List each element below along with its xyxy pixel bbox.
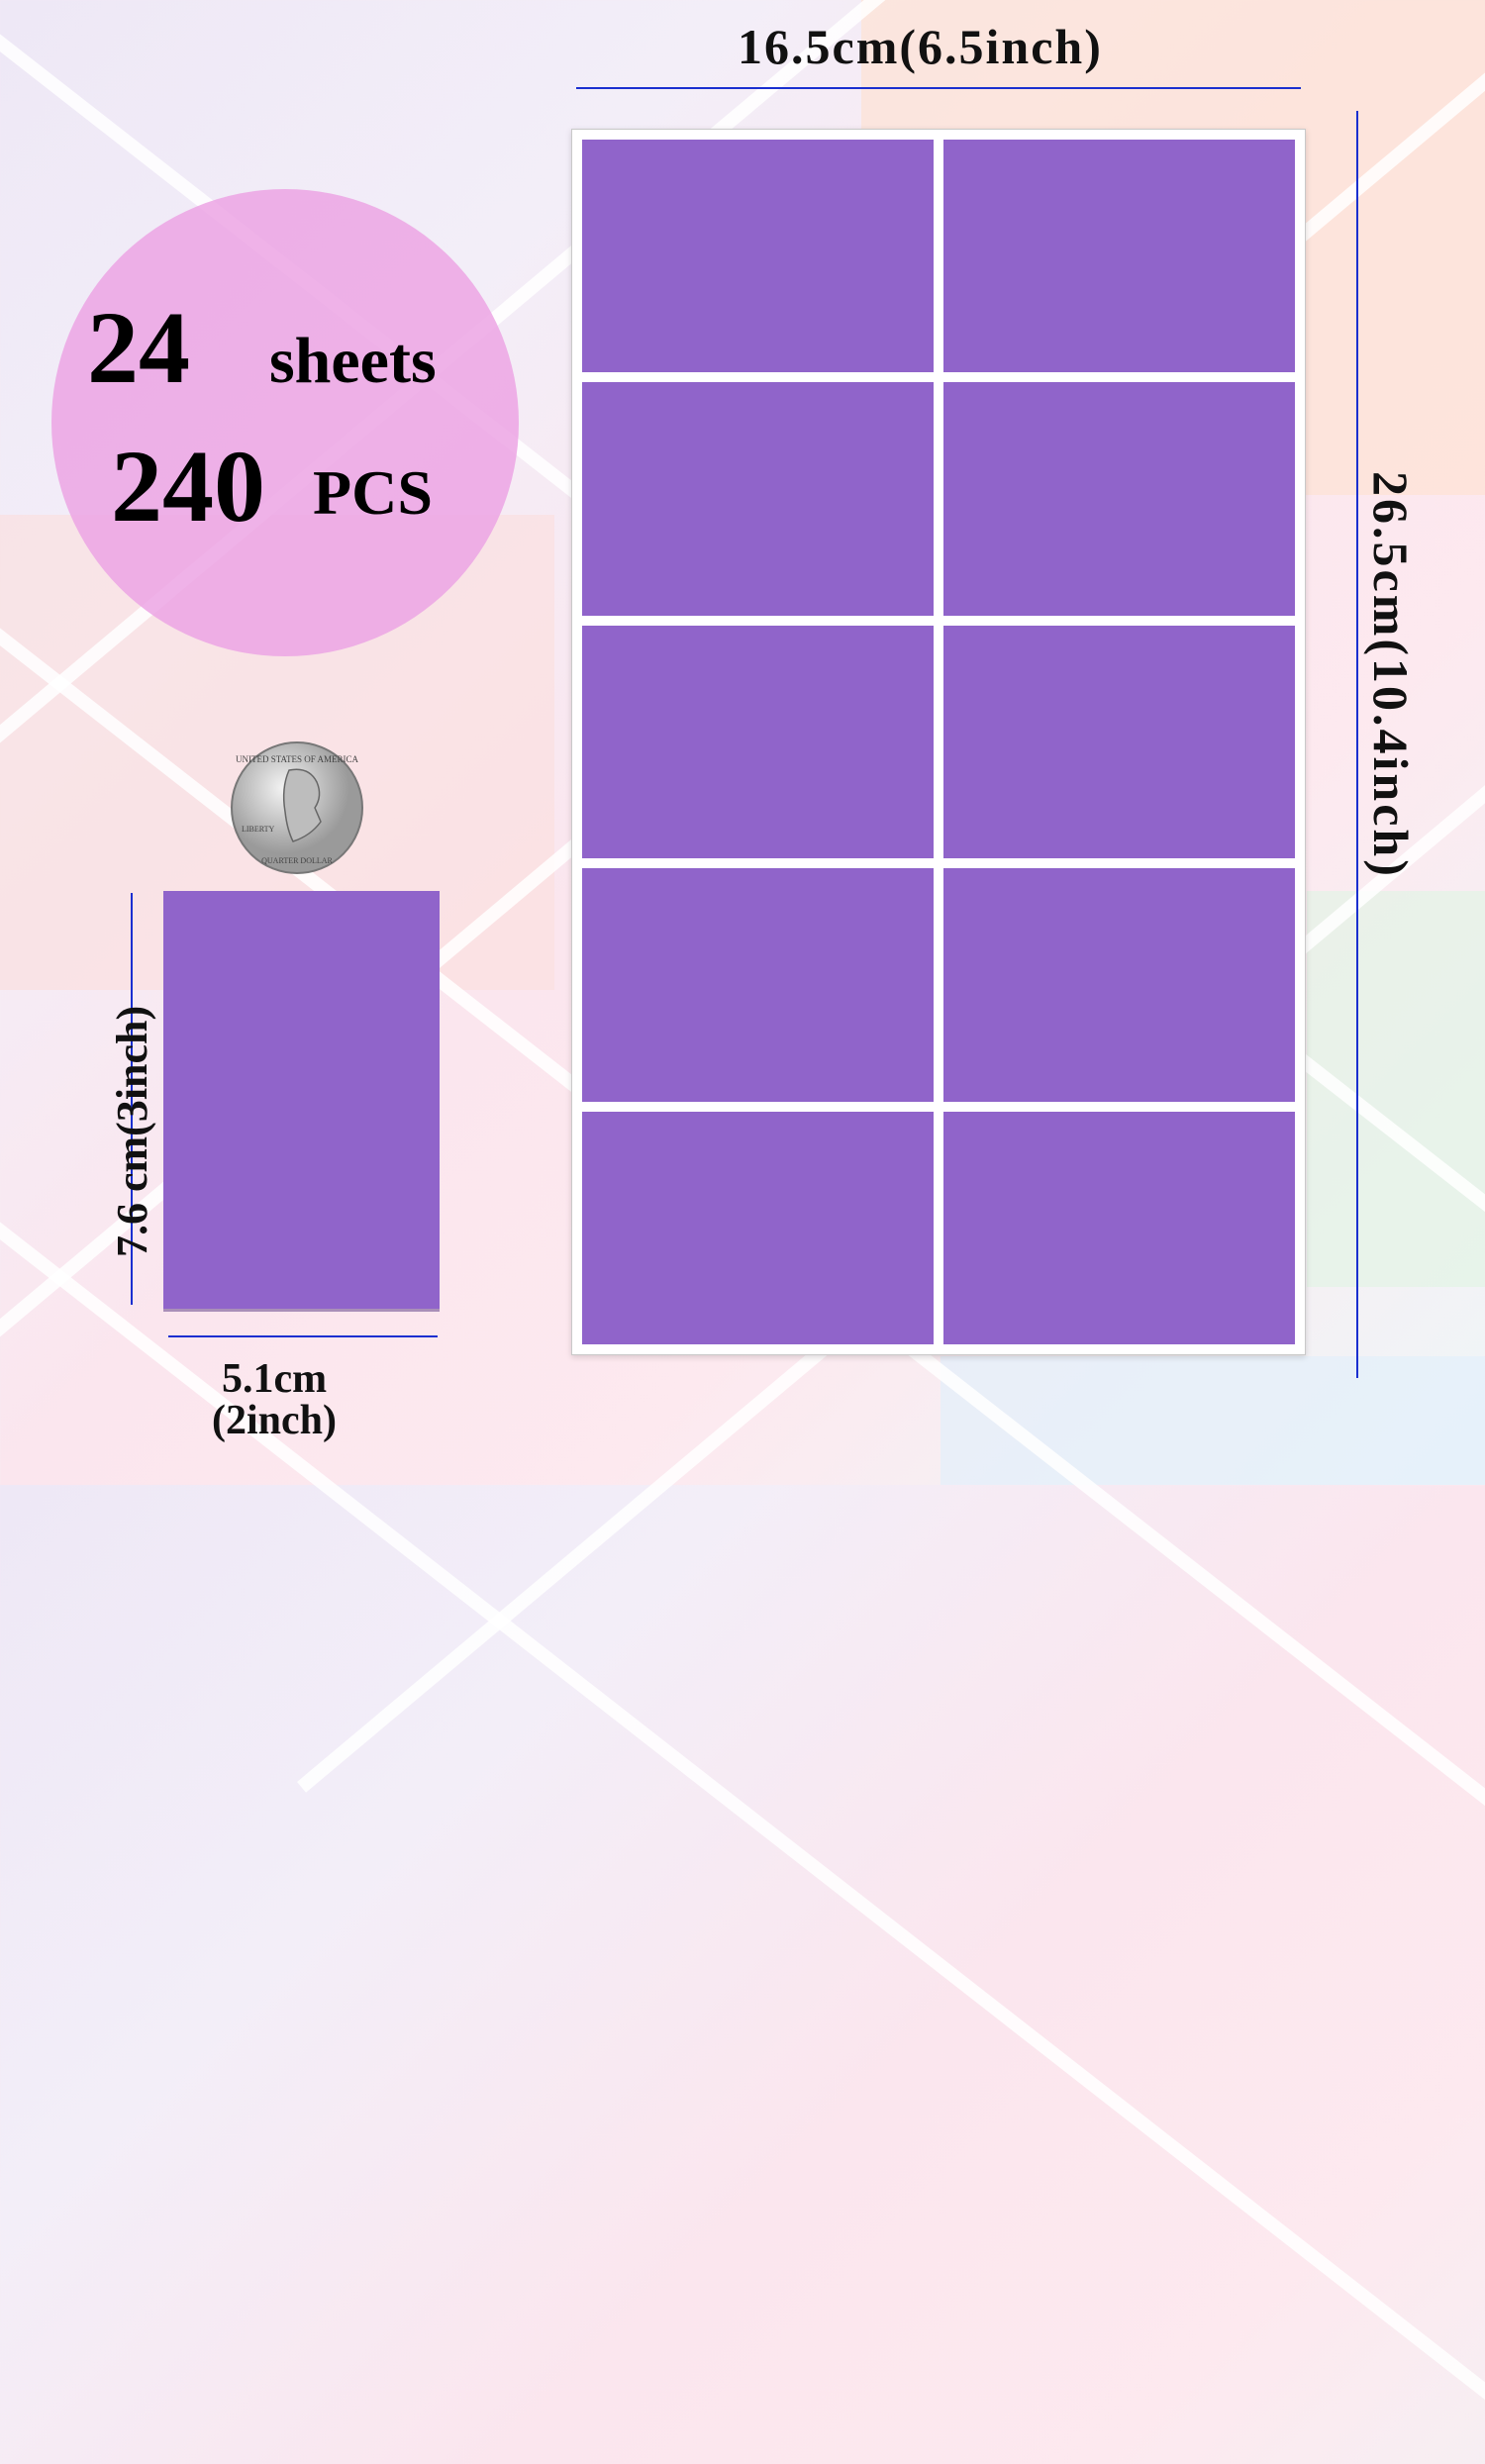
- label-width-arrow: [168, 1335, 438, 1337]
- label-width-cm: 5.1cm: [222, 1356, 328, 1402]
- width-arrow: [576, 87, 1301, 89]
- sheet-label: [582, 625, 934, 859]
- sheet-label: [582, 140, 934, 373]
- bg-patch: [940, 1356, 1485, 1485]
- label-height-arrow: [131, 893, 133, 1305]
- sheets-word: sheets: [269, 325, 437, 397]
- sheet-label: [943, 382, 1295, 616]
- coin-text: QUARTER DOLLAR: [261, 856, 333, 865]
- coin-text: LIBERTY: [242, 825, 275, 834]
- sheets-count: 24: [87, 291, 190, 405]
- sheet-label: [582, 1111, 934, 1344]
- height-arrow: [1356, 111, 1358, 1378]
- label-sheet: [571, 129, 1306, 1355]
- sheet-label: [943, 625, 1295, 859]
- sheet-label: [943, 868, 1295, 1102]
- label-width-inch: (2inch): [212, 1398, 337, 1443]
- pcs-count: 240: [111, 430, 265, 543]
- label-height-text: 7.6 cm(3inch): [108, 1005, 156, 1257]
- sheet-label: [943, 1111, 1295, 1344]
- quantity-badge: [51, 189, 519, 656]
- sheet-label: [582, 868, 934, 1102]
- sheet-label: [943, 140, 1295, 373]
- quarter-coin-icon: UNITED STATES OF AMERICA LIBERTY QUARTER…: [231, 741, 363, 874]
- single-label: [163, 891, 440, 1309]
- coin-text: UNITED STATES OF AMERICA: [236, 754, 359, 764]
- sheet-label: [582, 382, 934, 616]
- sheet-width-label: 16.5cm(6.5inch): [738, 19, 1103, 74]
- pcs-word: PCS: [313, 457, 433, 528]
- sheet-height-label: 26.5cm(10.4inch): [1363, 471, 1419, 879]
